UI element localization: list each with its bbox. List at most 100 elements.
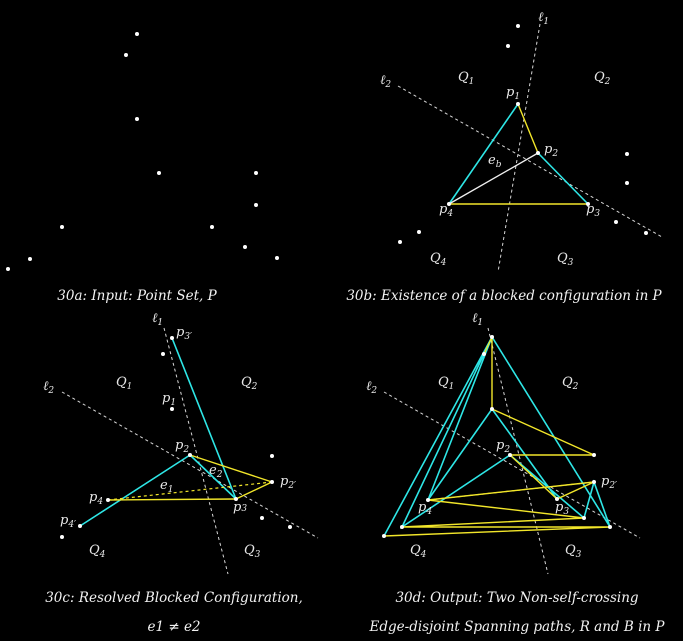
point-p2-prime <box>270 480 274 484</box>
label-l1: ℓ1 <box>152 311 163 328</box>
label-e1: e1 <box>160 478 173 495</box>
cyan-edge <box>448 103 519 205</box>
line-l2 <box>383 391 641 539</box>
point <box>644 231 648 235</box>
caption-30d-line1: 30d: Output: Two Non-self-crossing <box>395 590 638 606</box>
caption-30c-line2: e1 ≠ e2 <box>147 619 200 635</box>
edge-eb <box>448 152 539 205</box>
line-l1 <box>497 23 541 273</box>
point <box>582 516 586 520</box>
label-p4-prime: p4′ <box>60 513 76 530</box>
point <box>275 256 279 260</box>
label-q2: Q2 <box>562 375 579 392</box>
label-p1: p1 <box>506 85 520 102</box>
label-e2: e2 <box>209 463 223 480</box>
point <box>161 352 165 356</box>
panel-30c: ℓ1 ℓ2 Q1 Q2 Q3 Q4 p3′ p1 p2 p3 p4 p2′ p4… <box>43 311 319 635</box>
cyan-edge <box>537 152 589 205</box>
point-set-b <box>398 24 648 244</box>
point <box>382 534 386 538</box>
cyan-dashed-edge <box>189 454 237 500</box>
label-eb: eb <box>488 153 502 170</box>
label-p2-prime: p2′ <box>601 474 617 491</box>
label-p2: p2 <box>496 438 510 455</box>
caption-30d-line2: Edge-disjoint Spanning paths, R and B in… <box>369 619 666 635</box>
line-l1 <box>163 327 229 575</box>
label-p4: p4 <box>439 202 453 219</box>
point <box>6 267 10 271</box>
point <box>288 525 292 529</box>
label-q3: Q3 <box>557 251 574 268</box>
point <box>254 171 258 175</box>
label-p4: p4 <box>89 490 103 507</box>
cyan-edge <box>79 454 191 527</box>
label-p3-prime: p3′ <box>176 325 192 342</box>
point <box>270 454 274 458</box>
label-p3: p3 <box>233 500 247 515</box>
line-l2 <box>61 391 319 539</box>
label-q1: Q1 <box>116 375 132 392</box>
point-p3 <box>586 202 590 206</box>
point <box>506 44 510 48</box>
label-l2: ℓ2 <box>380 73 391 90</box>
point <box>260 516 264 520</box>
point <box>490 335 494 339</box>
point <box>60 225 64 229</box>
caption-30b: 30b: Existence of a blocked configuratio… <box>346 288 662 304</box>
line-l2 <box>397 85 663 238</box>
point <box>135 117 139 121</box>
point-set-c <box>60 336 292 539</box>
label-q2: Q2 <box>594 70 611 87</box>
yellow-edge <box>517 103 539 154</box>
point-p2-prime <box>592 480 596 484</box>
yellow-dashed-edge <box>427 481 595 501</box>
point <box>135 32 139 36</box>
cyan-edge <box>171 337 237 500</box>
point <box>210 225 214 229</box>
point-p4 <box>426 498 430 502</box>
point <box>482 352 486 356</box>
point-p4 <box>106 498 110 502</box>
label-l2: ℓ2 <box>366 379 377 396</box>
point-p3-prime <box>170 336 174 340</box>
input-point-set <box>6 32 279 271</box>
point <box>516 24 520 28</box>
label-p3: p3 <box>555 500 569 517</box>
label-q4: Q4 <box>89 543 106 560</box>
point <box>157 171 161 175</box>
label-p3: p3 <box>586 202 600 219</box>
caption-30c-line1: 30c: Resolved Blocked Configuration, <box>45 590 303 606</box>
point <box>490 407 494 411</box>
label-q1: Q1 <box>458 70 474 87</box>
label-p1: p1 <box>162 391 176 408</box>
point <box>608 525 612 529</box>
point-p1 <box>170 407 174 411</box>
point-p1 <box>516 102 520 106</box>
yellow-edge <box>189 454 273 483</box>
point-set-d <box>382 335 612 538</box>
point <box>614 220 618 224</box>
point-p2 <box>508 453 512 457</box>
label-p2-prime: p2′ <box>280 474 296 491</box>
label-q1: Q1 <box>438 375 454 392</box>
label-p4: p4 <box>418 500 432 517</box>
panel-30a: 30a: Input: Point Set, P <box>6 32 279 304</box>
label-p2: p2 <box>175 438 189 455</box>
yellow-edge <box>235 481 273 500</box>
label-l1: ℓ1 <box>538 10 549 27</box>
label-l2: ℓ2 <box>43 379 54 396</box>
label-q3: Q3 <box>565 543 582 560</box>
point <box>625 181 629 185</box>
panel-30d: ℓ1 ℓ2 Q1 Q2 Q3 Q4 p2 p3 p4 p2′ 30d: Outp… <box>366 311 665 635</box>
point-p4 <box>447 202 451 206</box>
path-R <box>383 336 611 537</box>
label-q4: Q4 <box>410 543 427 560</box>
point-p2 <box>536 151 540 155</box>
point <box>417 230 421 234</box>
point-p2 <box>188 453 192 457</box>
point-p3 <box>234 497 238 501</box>
label-q2: Q2 <box>241 375 258 392</box>
point <box>625 152 629 156</box>
point-p4-prime <box>78 524 82 528</box>
